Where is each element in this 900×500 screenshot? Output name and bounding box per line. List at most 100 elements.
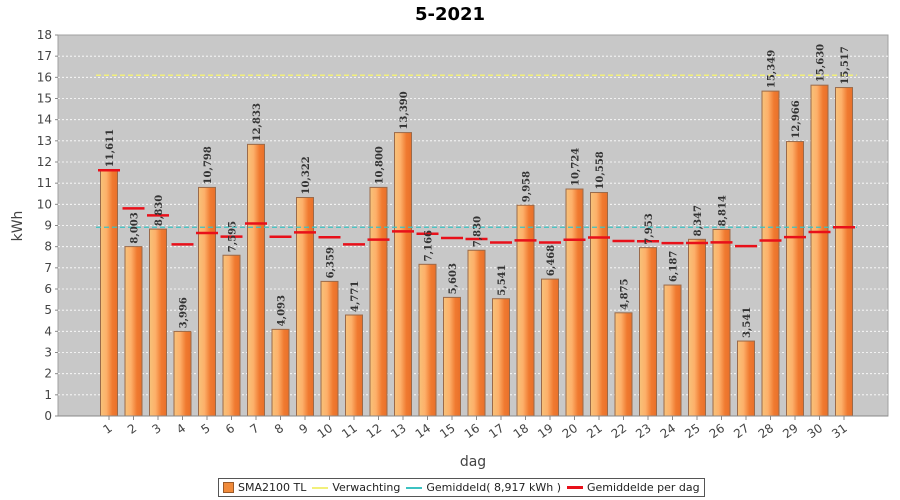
data-label: 7,595 xyxy=(228,221,239,252)
x-tick-label: 19 xyxy=(535,421,556,441)
bar xyxy=(590,192,608,417)
data-label: 10,322 xyxy=(301,156,312,194)
bar xyxy=(492,298,510,417)
x-tick-label: 15 xyxy=(437,421,458,441)
y-tick-label: 13 xyxy=(37,134,52,148)
x-tick-label: 9 xyxy=(296,421,310,437)
x-tick-label: 7 xyxy=(247,421,261,437)
x-tick-label: 10 xyxy=(315,421,336,441)
y-tick-label: 15 xyxy=(37,92,52,106)
chart-title: 5-2021 xyxy=(414,4,486,25)
bar xyxy=(565,188,584,417)
bar xyxy=(271,328,290,417)
bar xyxy=(394,132,412,417)
data-label: 6,359 xyxy=(326,247,337,278)
bar xyxy=(247,143,265,417)
legend-swatch-expected xyxy=(312,486,329,489)
data-label: 15,517 xyxy=(840,46,851,84)
bar xyxy=(124,246,143,417)
x-axis-label: dag xyxy=(460,454,486,470)
data-label: 10,724 xyxy=(571,148,582,186)
bar-series xyxy=(100,84,853,417)
bar xyxy=(614,312,633,417)
x-tick-label: 11 xyxy=(339,421,360,441)
data-label: 3,541 xyxy=(742,307,753,338)
x-tick-label: 5 xyxy=(198,421,212,437)
y-tick-label: 12 xyxy=(37,155,52,169)
legend-label-expected: Verwachting xyxy=(332,481,401,494)
legend: SMA2100 TL Verwachting Gemiddeld( 8,917 … xyxy=(218,478,705,497)
y-tick-label: 0 xyxy=(44,409,52,423)
data-label: 15,349 xyxy=(767,50,778,88)
bar xyxy=(688,238,706,417)
bar xyxy=(810,84,829,417)
data-label: 12,833 xyxy=(252,103,263,141)
y-tick-label: 9 xyxy=(44,219,52,233)
y-tick-label: 4 xyxy=(44,324,52,338)
data-label: 10,800 xyxy=(375,146,386,184)
x-tick-label: 26 xyxy=(707,421,728,441)
y-tick-label: 16 xyxy=(37,70,52,84)
bar xyxy=(198,186,216,417)
x-tick-label: 6 xyxy=(223,421,237,437)
x-tick-label: 4 xyxy=(174,421,188,437)
x-tick-label: 3 xyxy=(149,421,163,437)
data-label: 13,390 xyxy=(399,91,410,129)
data-label: 7,830 xyxy=(473,216,484,247)
data-label: 6,468 xyxy=(546,245,557,276)
y-tick-label: 8 xyxy=(44,240,52,254)
bar xyxy=(345,314,363,417)
data-label: 10,558 xyxy=(595,151,606,189)
y-axis-label: kWh xyxy=(10,211,26,242)
bar xyxy=(712,228,731,417)
x-tick-label: 21 xyxy=(584,421,605,441)
x-tick-label: 13 xyxy=(388,421,409,441)
bar xyxy=(835,87,853,417)
bar xyxy=(516,204,535,417)
bar xyxy=(761,90,780,417)
x-tick-label: 23 xyxy=(633,421,654,441)
x-tick-label: 22 xyxy=(609,421,630,441)
data-label: 8,347 xyxy=(693,205,704,236)
bar xyxy=(663,284,682,417)
x-tick-label: 29 xyxy=(780,421,801,441)
daily-average-marks xyxy=(98,168,855,248)
x-tick-label: 20 xyxy=(560,421,581,441)
y-tick-label: 3 xyxy=(44,346,52,360)
y-tick-label: 14 xyxy=(37,113,52,127)
bar xyxy=(320,280,339,417)
data-label: 7,953 xyxy=(644,213,655,244)
data-label: 8,830 xyxy=(154,195,165,226)
bar xyxy=(149,228,167,417)
data-labels: 11,611 8,003 8,830 3,996 10,798 7,595 12,833 4,… xyxy=(105,44,851,338)
bar xyxy=(296,197,314,417)
data-label: 3,996 xyxy=(179,297,190,328)
x-tick-label: 12 xyxy=(364,421,385,441)
bar xyxy=(737,340,755,417)
data-label: 4,771 xyxy=(350,281,361,312)
y-tick-label: 1 xyxy=(44,388,52,402)
legend-label-daily-average: Gemiddelde per dag xyxy=(587,481,700,494)
y-tick-label: 18 xyxy=(37,28,52,42)
bar xyxy=(173,330,192,417)
data-label: 8,003 xyxy=(130,212,141,243)
legend-label-production: SMA2100 TL xyxy=(238,481,307,494)
reference-lines xyxy=(96,74,857,228)
data-label: 6,187 xyxy=(669,251,680,282)
y-tick-label: 2 xyxy=(44,367,52,381)
x-tick-label: 30 xyxy=(805,421,826,441)
data-label: 11,611 xyxy=(105,129,116,167)
legend-item-production: SMA2100 TL xyxy=(223,481,306,494)
x-tick-label: 28 xyxy=(756,421,777,441)
data-label: 5,603 xyxy=(448,263,459,294)
x-tick-label: 1 xyxy=(100,421,114,437)
x-tick-label: 24 xyxy=(658,421,679,441)
y-tick-label: 11 xyxy=(37,176,52,190)
data-label: 7,166 xyxy=(424,230,435,261)
legend-item-average: Gemiddeld( 8,917 kWh ) xyxy=(406,481,561,494)
bar xyxy=(443,296,461,417)
data-label: 4,875 xyxy=(620,278,631,309)
y-tick-label: 7 xyxy=(44,261,52,275)
